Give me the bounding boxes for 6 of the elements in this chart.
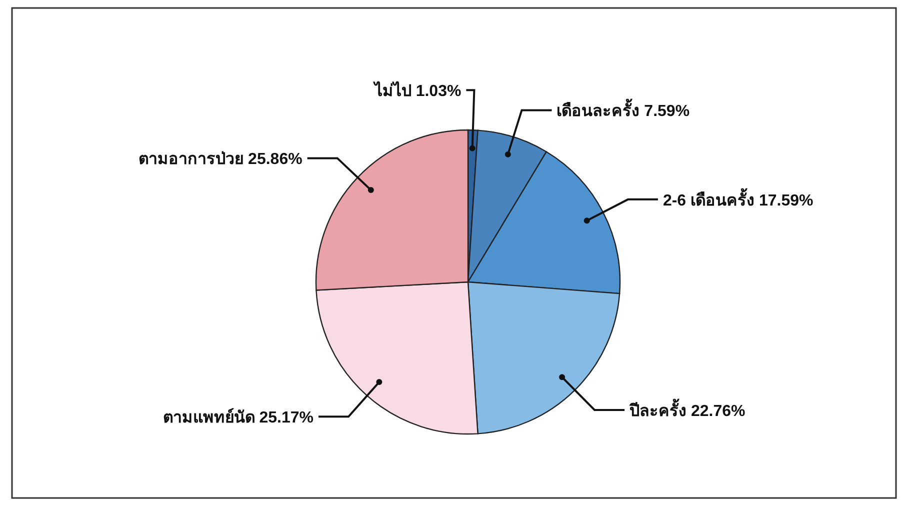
slice-label: ตามอาการป่วย 25.86% [138,151,302,168]
slice-label: ปีละครั้ง 22.76% [628,398,746,420]
slice-label: ตามแพทย์นัด 25.17% [162,408,314,427]
slice-label: 2-6 เดือนครั้ง 17.59% [662,187,814,210]
slice-label: ไม่ไป 1.03% [372,81,462,100]
slice-label: เดือนละครั้ง 7.59% [556,98,690,120]
